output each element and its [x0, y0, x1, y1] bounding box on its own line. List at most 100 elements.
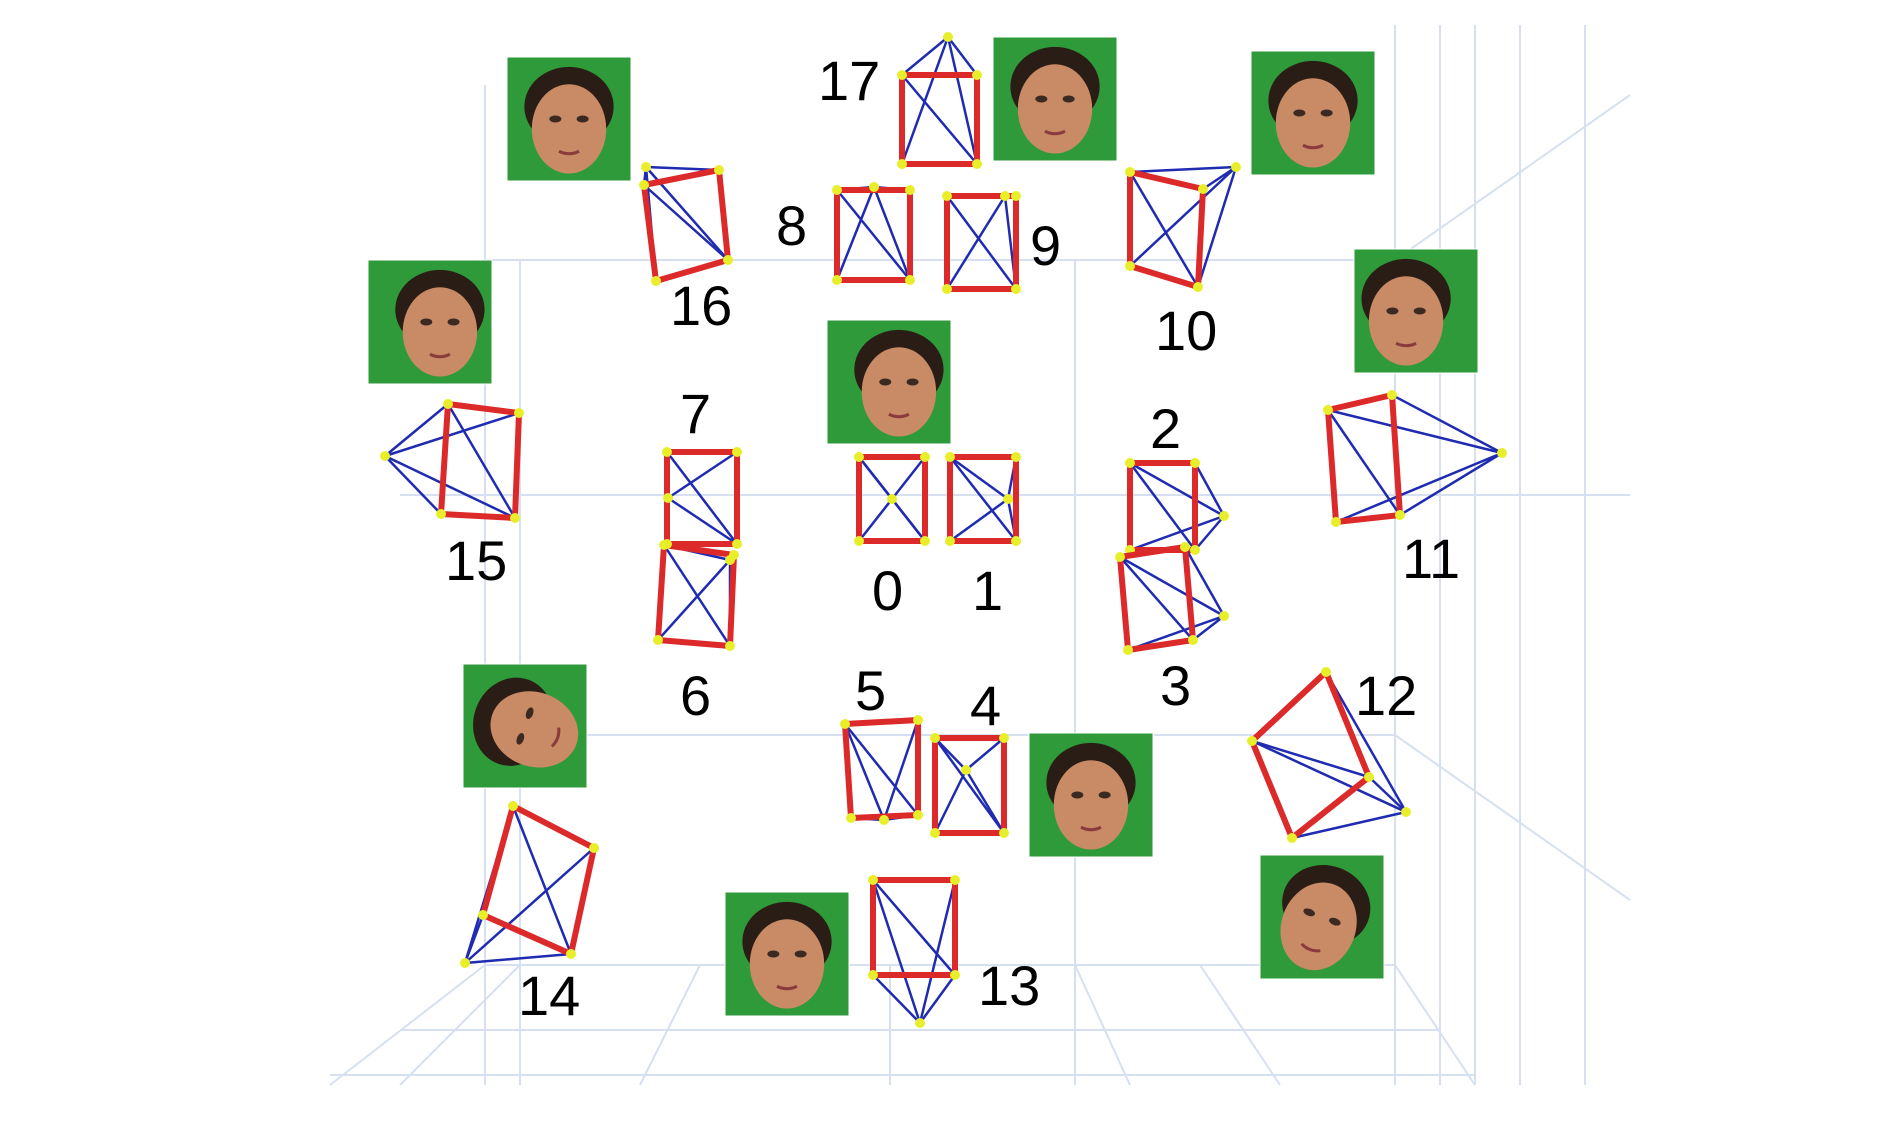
frustum-vertex: [653, 635, 663, 645]
frustum-vertex: [1011, 284, 1021, 294]
camera-frusta: [380, 32, 1507, 1028]
frustum-diagonal: [945, 195, 1018, 290]
frustum-edge: [891, 456, 926, 500]
frustum-vertex: [846, 813, 856, 823]
mouth-icon: [1044, 129, 1066, 136]
eye-icon: [906, 378, 919, 386]
frustum-vertex: [832, 275, 842, 285]
camera-label-16: 16: [670, 274, 732, 337]
frustum-vertex: [972, 70, 982, 80]
eye-icon: [1035, 95, 1048, 103]
frustum-vertex: [1011, 191, 1021, 201]
frustum-vertex: [662, 447, 672, 457]
frustum-vertex: [920, 452, 930, 462]
eye-icon: [1098, 791, 1111, 799]
image-plane-frame: [1325, 392, 1403, 525]
frustum-vertex: [1125, 167, 1135, 177]
camera-label-14: 14: [518, 964, 580, 1027]
frustum-vertex: [1125, 458, 1135, 468]
face-shape: [531, 84, 607, 174]
frustum-edge: [384, 403, 449, 457]
frustum-vertex: [840, 719, 850, 729]
frustum-vertex: [905, 275, 915, 285]
frustum-diagonal: [836, 189, 911, 281]
camera-labels: 0 1 2 3 4 5 6 7 8 9 10 11 12 13 14 15 16…: [445, 49, 1460, 1027]
face-thumbnail-bottom-right: [1259, 854, 1385, 980]
camera-frustum-6: [653, 540, 739, 651]
frustum-edge: [657, 559, 731, 641]
face-thumbnail-bottom-center-right: [1028, 732, 1154, 858]
frustum-vertex: [566, 949, 576, 959]
frustum-vertex: [663, 493, 673, 503]
image-plane-frame: [641, 167, 731, 284]
frustum-vertex: [1387, 390, 1397, 400]
frustum-diagonal: [1119, 556, 1194, 641]
camera-frustum-13: [868, 875, 960, 1028]
camera-label-2: 2: [1150, 397, 1181, 460]
frustum-edge: [463, 914, 485, 964]
frustum-diagonal: [1251, 739, 1370, 779]
frustum-diagonal: [511, 805, 573, 955]
face-icon: [854, 329, 944, 437]
face-icon: [1046, 742, 1136, 850]
frustum-vertex: [930, 828, 940, 838]
frustum-vertex: [915, 1018, 925, 1028]
frustum-vertex: [913, 810, 923, 820]
frustum-vertex: [999, 828, 1009, 838]
frustum-vertex: [1321, 667, 1331, 677]
face-thumbnail-left: [367, 259, 493, 385]
face-shape: [1368, 276, 1444, 366]
face-icon: [473, 677, 579, 768]
eye-icon: [525, 707, 534, 719]
mouth-icon: [1300, 942, 1321, 953]
frustum-vertex: [651, 276, 661, 286]
face-icon: [1280, 865, 1371, 971]
thumbnail-border: [1028, 732, 1154, 858]
frustum-vertex: [1219, 511, 1229, 521]
face-shape: [1053, 760, 1129, 850]
frustum-edge: [918, 879, 957, 1024]
frustum-vertex: [1123, 645, 1133, 655]
thumbnail-border: [724, 891, 850, 1017]
frustum-edge: [667, 450, 738, 500]
camera-frustum-7: [662, 447, 742, 549]
frustum-vertex: [1003, 494, 1013, 504]
frustum-vertex: [1198, 184, 1208, 194]
eye-icon: [879, 378, 892, 386]
frustum-vertex: [1193, 282, 1203, 292]
image-plane-frame: [1249, 669, 1372, 841]
camera-frustum-12: [1247, 667, 1411, 843]
camera-label-8: 8: [776, 194, 807, 257]
frustum-diagonal: [844, 723, 919, 816]
frustum-vertex: [961, 765, 971, 775]
face-thumbnail-top-center: [992, 36, 1118, 162]
frustum-vertex: [662, 539, 672, 549]
mouth-icon: [558, 149, 580, 156]
frustum-vertex: [443, 399, 453, 409]
camera-label-10: 10: [1155, 299, 1217, 362]
frustum-edge: [872, 974, 921, 1024]
camera-frustum-8: [832, 182, 915, 285]
frustum-vertex: [589, 843, 599, 853]
eye-icon: [767, 950, 780, 958]
face-thumbnail-front: [826, 319, 952, 445]
eye-icon: [1329, 917, 1341, 926]
frustum-vertex: [1011, 536, 1021, 546]
frustum-vertex: [1323, 405, 1333, 415]
mouth-icon: [1080, 825, 1102, 832]
frustum-vertex: [868, 970, 878, 980]
frustum-vertex: [1497, 448, 1507, 458]
frustum-vertex: [942, 284, 952, 294]
frustum-edge: [1129, 166, 1237, 267]
frustum-edge: [1368, 776, 1407, 813]
face-icon: [395, 269, 485, 377]
frustum-vertex: [930, 733, 940, 743]
frustum-edge: [1192, 615, 1225, 641]
frustum-vertex: [508, 801, 518, 811]
camera-label-15: 15: [445, 529, 507, 592]
camera-label-5: 5: [855, 659, 886, 722]
frustum-vertex: [1000, 191, 1010, 201]
face-shape: [749, 919, 825, 1009]
face-thumbnail-top-left: [506, 56, 632, 182]
frustum-edge: [384, 411, 520, 458]
